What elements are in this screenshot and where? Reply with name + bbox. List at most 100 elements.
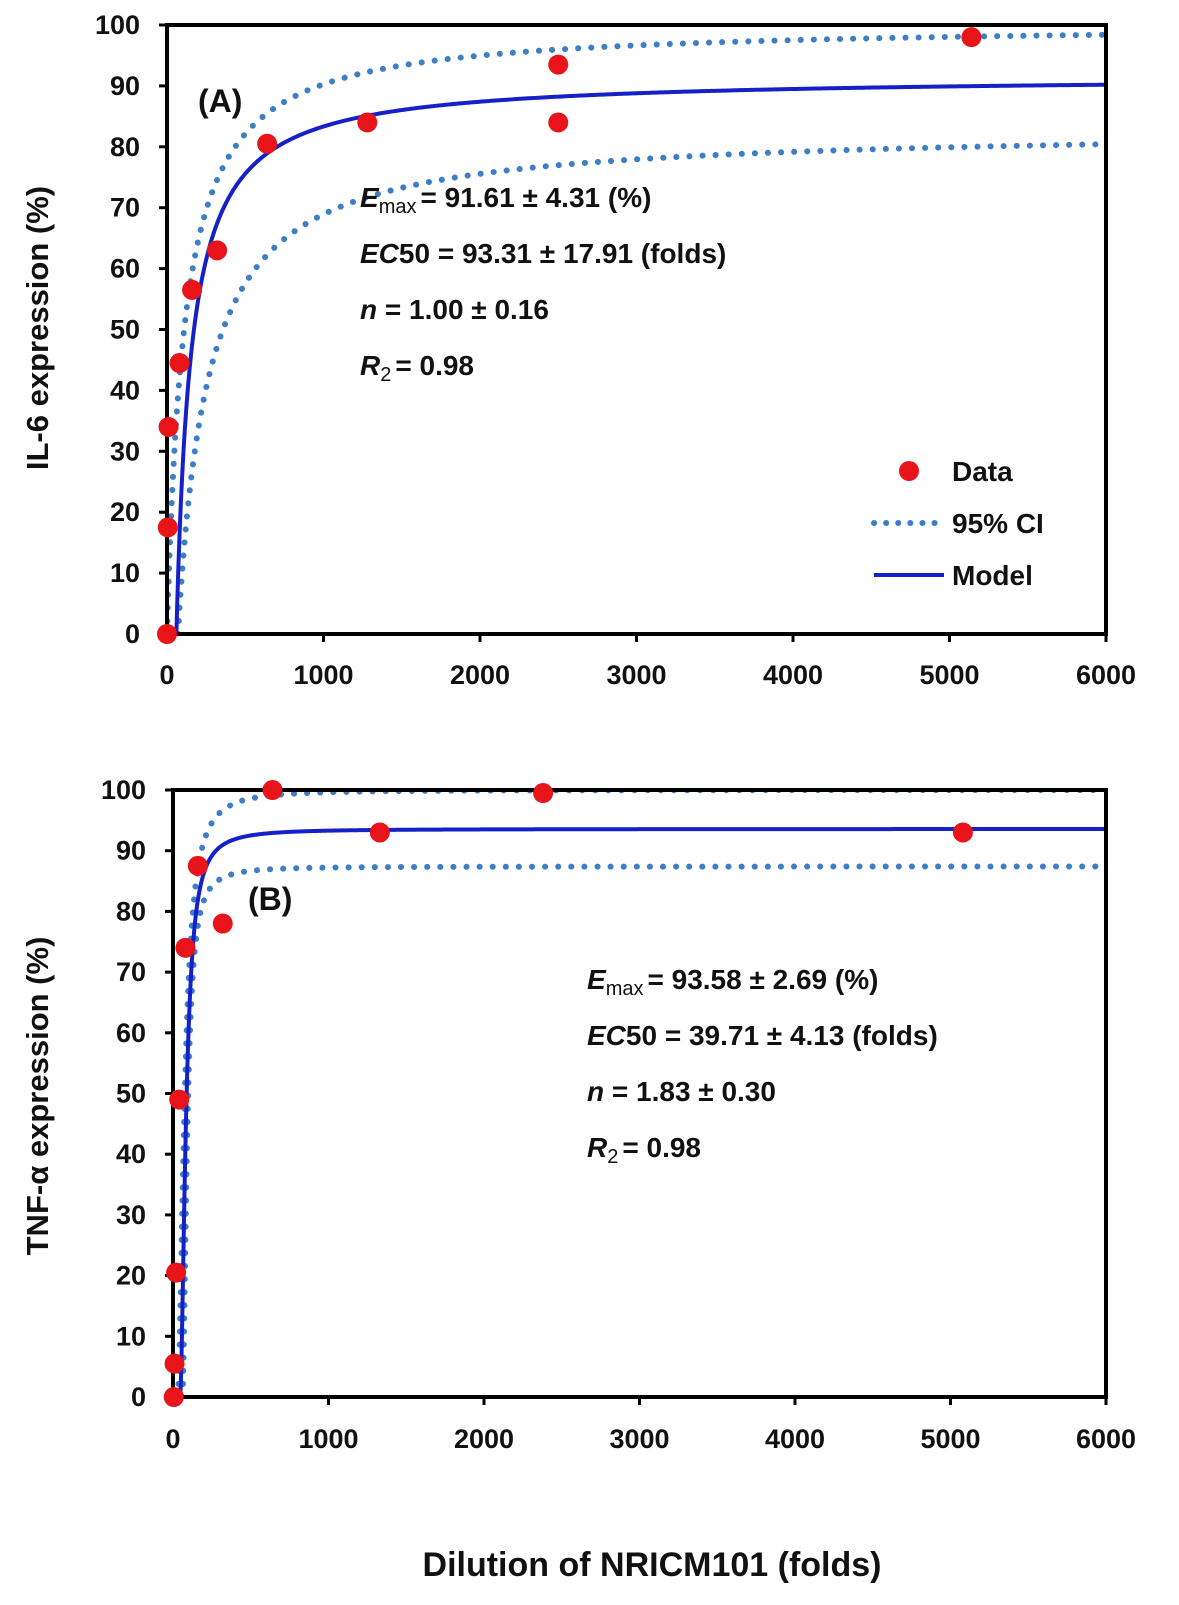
panel-a-legend-label: Model: [952, 560, 1033, 591]
panel-b-x-tick-label: 4000: [765, 1424, 825, 1454]
panel-b-x-tick-label: 5000: [920, 1424, 980, 1454]
panel-b-data-point: [164, 1353, 185, 1374]
panel-a-fit-subscript: 2: [380, 364, 391, 386]
panel-b-data-point: [369, 822, 390, 843]
panel-a-x-tick-label: 4000: [763, 660, 823, 690]
panel-a-fit-symbol: n: [360, 294, 377, 325]
panel-a-y-tick-label: 30: [110, 436, 140, 466]
panel-b-data-point: [262, 780, 283, 800]
panel-a-y-tick-label: 100: [95, 10, 140, 40]
panel-b-fit-symbol: n: [587, 1076, 604, 1107]
panel-a-fit-annotation: R2 = 0.98: [360, 350, 474, 386]
panel-b-fit-value: = 1.83 ± 0.30: [604, 1076, 776, 1107]
panel-b-data-point: [169, 1089, 190, 1110]
panel-b-data-point: [187, 855, 208, 876]
panel-a-curves: [167, 31, 1106, 636]
panel-a-chart: IL-6 expression (%) 0 10 20 30 40 50 60 70 80 90 1…: [20, 10, 1136, 690]
panel-a-data-point: [961, 27, 982, 48]
panel-b-y-tick-label: 70: [116, 957, 146, 987]
panel-a-panel-label: (A): [198, 83, 242, 119]
panel-a-data-point: [157, 517, 178, 538]
panel-a-fit-value: 50 = 93.31 ± 17.91 (folds): [399, 238, 726, 269]
panel-a-legend-label: 95% CI: [952, 508, 1044, 539]
panel-a-fit-symbol: EC: [360, 238, 400, 269]
panel-b-y-tick-label: 50: [116, 1079, 146, 1109]
panel-a-x-tick-label: 6000: [1076, 660, 1136, 690]
panel-b-fit-symbol: EC: [587, 1020, 627, 1051]
panel-a-data-point: [548, 112, 569, 133]
panel-a-y-tick-label: 10: [110, 558, 140, 588]
panel-a-data-point: [158, 416, 179, 437]
panel-a-x-tick-label: 5000: [919, 660, 979, 690]
panel-b-x-tick-label: 6000: [1076, 1424, 1136, 1454]
panel-a-y-tick-label: 40: [110, 375, 140, 405]
panel-a-data-point: [257, 133, 278, 154]
panel-a-fit-value: = 91.61 ± 4.31 (%): [420, 182, 651, 213]
panel-b-fit-annotation: R2 = 0.98: [587, 1132, 701, 1168]
panel-a-ci-lower-line: [174, 141, 1106, 636]
panel-b-fit-annotation: Emax = 93.58 ± 2.69 (%): [587, 964, 878, 1000]
panel-a-data-point: [169, 352, 190, 373]
panel-b-data-point: [952, 822, 973, 843]
panel-b-y-tick-label: 0: [131, 1382, 146, 1412]
panel-a-fit-symbol: R: [360, 350, 381, 381]
panel-a-plot-frame: [165, 23, 1108, 636]
panel-a-y-axis-title-group: IL-6 expression (%): [20, 186, 55, 470]
panel-a-y-axis-title: IL-6 expression (%): [20, 186, 55, 470]
panel-a-data-point: [157, 624, 177, 644]
panel-b-ci-lower-line: [179, 863, 1106, 1399]
panel-b-model-line: [178, 827, 1106, 1399]
panel-b-data-point: [163, 1387, 184, 1407]
panel-b-y-tick-label: 90: [116, 836, 146, 866]
panel-a-x-tick-label: 2000: [450, 660, 510, 690]
panel-b-fit-annotation: EC50 = 39.71 ± 4.13 (folds): [587, 1020, 938, 1051]
panel-a-fit-symbol: E: [360, 182, 380, 213]
panel-b-panel-label: (B): [248, 881, 292, 917]
panel-a-fit-subscript: max: [379, 196, 417, 218]
panel-b-x-tick-label: 1000: [298, 1424, 358, 1454]
panel-a-data-point: [207, 240, 228, 261]
panel-a-data-point: [548, 54, 569, 75]
panel-b-y-tick-label: 10: [116, 1321, 146, 1351]
panel-a-legend: Data 95% CI Model: [871, 456, 1044, 591]
panel-b-fit-value: = 0.98: [622, 1132, 701, 1163]
panel-b-y-axis-title: TNF-α expression (%): [20, 937, 55, 1256]
panel-b-y-tick-label: 20: [116, 1261, 146, 1291]
panel-a-data-point: [357, 112, 378, 133]
panel-a-y-tick-label: 50: [110, 315, 140, 345]
panel-b-fit-symbol: E: [587, 964, 607, 995]
panel-a-fit-annotation: EC50 = 93.31 ± 17.91 (folds): [360, 238, 726, 269]
panel-b-y-tick-label: 100: [101, 775, 146, 805]
panel-a-y-tick-label: 90: [110, 71, 140, 101]
panel-b-x-tick-label: 0: [165, 1424, 180, 1454]
panel-a-y-tick-label: 60: [110, 254, 140, 284]
panel-b-y-tick-label: 60: [116, 1018, 146, 1048]
panel-b-fit-annotation: n = 1.83 ± 0.30: [587, 1076, 776, 1107]
panel-a-fit-value: = 0.98: [395, 350, 474, 381]
panel-b-data-point: [166, 1262, 187, 1283]
panel-b-data-point: [533, 783, 554, 804]
panel-b-fit-symbol: R: [587, 1132, 608, 1163]
panel-b-y-tick-label: 40: [116, 1139, 146, 1169]
panel-b-y-axis-title-group: TNF-α expression (%): [20, 937, 55, 1256]
panel-b-chart: TNF-α expression (%) 0102030405060708090…: [20, 775, 1136, 1454]
panel-b-y-tick-label: 80: [116, 896, 146, 926]
panel-b-fit-subscript: max: [606, 978, 644, 1000]
panel-a-y-tick-label: 80: [110, 132, 140, 162]
panel-b-x-tick-label: 2000: [454, 1424, 514, 1454]
panel-b-fit-subscript: 2: [607, 1146, 618, 1168]
panel-b-fit-value: = 93.58 ± 2.69 (%): [647, 964, 878, 995]
panel-a-fit-annotation: Emax = 91.61 ± 4.31 (%): [360, 182, 651, 218]
panel-a-y-tick-label: 70: [110, 193, 140, 223]
panel-a-x-tick-label: 0: [159, 660, 174, 690]
panel-a-legend-label: Data: [952, 456, 1013, 487]
panel-a-x-tick-label: 1000: [293, 660, 353, 690]
panel-a-ci-upper-line: [167, 31, 1106, 636]
panel-a-y-tick-label: 20: [110, 497, 140, 527]
panel-b-y-tick-label: 30: [116, 1200, 146, 1230]
panel-a-fit-value: = 1.00 ± 0.16: [377, 294, 549, 325]
panel-a-data-point: [182, 279, 203, 300]
panel-a-x-tick-label: 3000: [606, 660, 666, 690]
panel-b-x-tick-label: 3000: [609, 1424, 669, 1454]
